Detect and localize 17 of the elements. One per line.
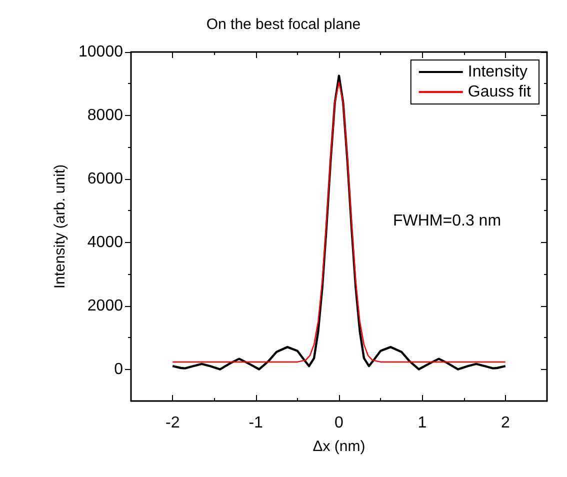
x-axis-title: Δx (nm) <box>312 438 366 455</box>
y-axis-title: Intensity (arb. unit) <box>52 164 69 289</box>
x-tick-label: 2 <box>500 414 510 432</box>
y-tick-label: 0 <box>114 360 124 378</box>
legend-label: Gauss fit <box>468 84 532 100</box>
y-tick-label: 6000 <box>87 170 124 188</box>
x-tick-label: 1 <box>418 414 427 432</box>
x-tick-label: 0 <box>334 414 344 432</box>
x-tick-label: -1 <box>248 414 264 432</box>
y-tick-label: 4000 <box>87 234 124 251</box>
legend-label: Intensity <box>468 64 528 80</box>
y-tick-label: 2000 <box>87 297 124 314</box>
x-tick-label: -2 <box>165 414 180 432</box>
y-tick-label: 8000 <box>87 106 124 124</box>
y-tick-label: 10000 <box>78 44 124 60</box>
annotation: FWHM=0.3 nm <box>393 212 502 230</box>
chart-title: On the best focal plane <box>206 16 361 33</box>
